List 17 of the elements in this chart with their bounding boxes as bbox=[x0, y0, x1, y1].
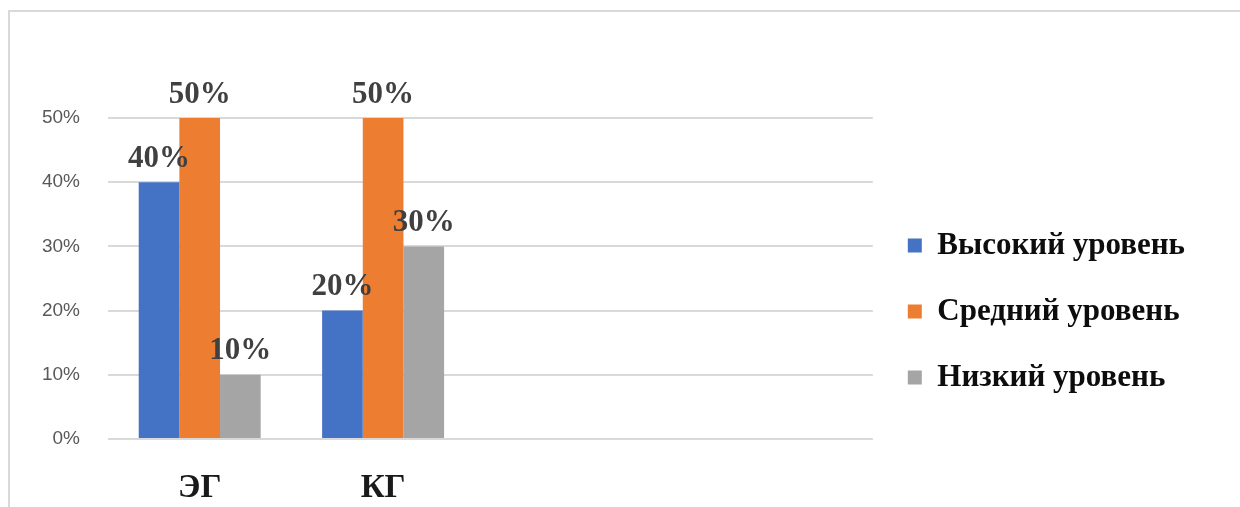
y-tick-label: 0% bbox=[52, 427, 81, 449]
bar bbox=[322, 310, 363, 438]
bar bbox=[403, 246, 445, 438]
y-tick-label: 10% bbox=[41, 363, 81, 385]
x-tick-label: КГ bbox=[360, 468, 406, 505]
y-tick-label: 50% bbox=[41, 106, 81, 128]
data-label: 50% bbox=[168, 74, 231, 110]
x-tick-label: ЭГ bbox=[178, 468, 222, 505]
legend-label: Низкий уровень bbox=[937, 357, 1166, 393]
y-tick-label: 30% bbox=[41, 234, 81, 256]
bar bbox=[138, 182, 180, 438]
bar bbox=[220, 374, 261, 438]
data-label: 50% bbox=[352, 74, 415, 110]
legend-label: Высокий уровень bbox=[937, 225, 1186, 261]
y-tick-label: 40% bbox=[41, 170, 81, 192]
legend-label: Средний уровень bbox=[937, 291, 1180, 327]
y-tick-label: 20% bbox=[41, 298, 81, 320]
